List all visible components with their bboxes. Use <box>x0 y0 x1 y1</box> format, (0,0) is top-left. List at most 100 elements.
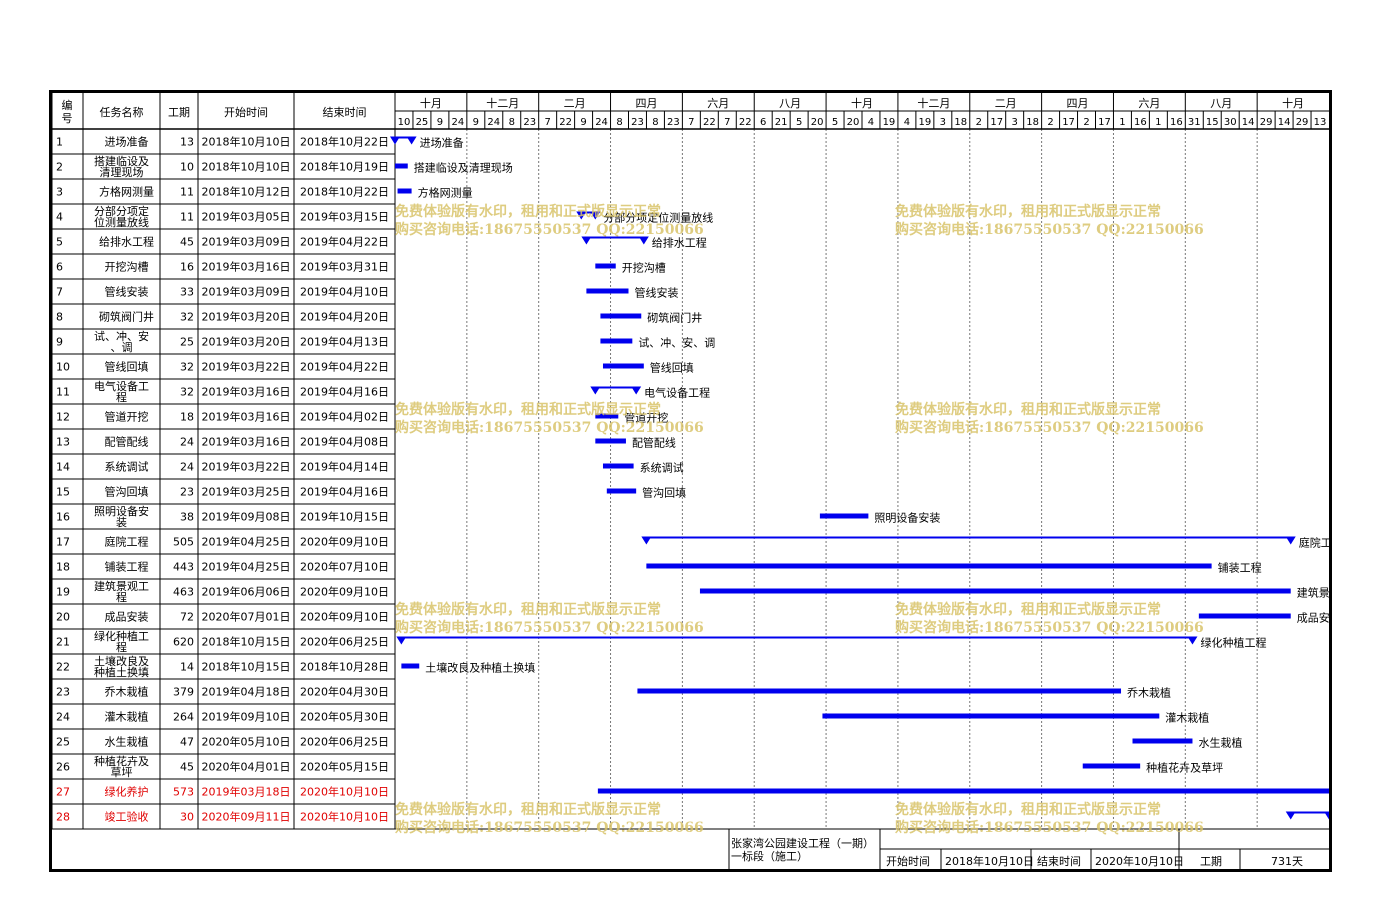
gantt-summary-end-marker <box>406 136 417 145</box>
row-start-cell: 2019年04月18日 <box>202 685 291 699</box>
gantt-task-bar <box>646 563 1212 569</box>
row-id-cell: 19 <box>56 586 70 599</box>
row-name-cell: 、调 <box>111 341 133 354</box>
row-duration-cell: 264 <box>173 711 194 724</box>
row-start-cell: 2018年10月10日 <box>202 160 291 174</box>
row-duration-cell: 379 <box>173 686 194 699</box>
row-start-cell: 2019年04月25日 <box>202 535 291 549</box>
gantt-summary-end-marker <box>1324 811 1329 820</box>
row-id-cell: 4 <box>56 211 63 224</box>
row-name-cell: 草坪 <box>111 766 133 779</box>
row-id-cell: 11 <box>56 386 70 399</box>
row-name-cell: 绿化养护 <box>105 785 149 799</box>
gantt-task-bar <box>595 263 616 269</box>
day-tick-label: 30 <box>1224 117 1237 128</box>
watermark: 免费体验版有水印，租用和正式版显示正常 购买咨询电话:18675550537 Q… <box>895 601 1204 637</box>
row-name-cell: 种植花卉及 <box>94 754 149 768</box>
gantt-summary-end-marker <box>638 236 649 245</box>
row-name-cell: 乔木栽植 <box>105 685 149 699</box>
gantt-bar-label: 系统调试 <box>640 462 684 475</box>
row-duration-cell: 45 <box>180 761 194 774</box>
day-tick-label: 2 <box>1083 117 1089 128</box>
month-tick-label: 十月 <box>1282 96 1304 110</box>
header-start-label: 开始时间 <box>224 105 268 119</box>
row-name-cell: 程 <box>116 391 127 404</box>
row-id-cell: 14 <box>56 461 70 474</box>
gantt-task-bar <box>586 288 629 294</box>
gantt-bar-label: 种植花卉及草坪 <box>1146 761 1223 775</box>
day-tick-label: 16 <box>1170 117 1183 128</box>
gantt-bar-label: 铺装工程 <box>1218 562 1262 575</box>
row-start-cell: 2018年10月10日 <box>202 135 291 149</box>
gantt-bar-label: 乔木栽植 <box>1127 686 1171 700</box>
row-id-cell: 26 <box>56 761 70 774</box>
month-tick-label: 四月 <box>635 97 657 110</box>
row-name-cell: 清理现场 <box>100 165 144 179</box>
row-start-cell: 2019年06月06日 <box>202 585 291 599</box>
day-tick-label: 23 <box>523 117 536 128</box>
gantt-task-bar <box>595 438 626 444</box>
row-start-cell: 2019年04月25日 <box>202 560 291 574</box>
row-end-cell: 2020年10月10日 <box>300 785 389 799</box>
row-start-cell: 2019年09月10日 <box>202 710 291 724</box>
row-name-cell: 试、冲、安 <box>94 329 149 343</box>
row-id-cell: 1 <box>56 136 63 149</box>
row-id-cell: 20 <box>56 611 70 624</box>
row-name-cell: 给排水工程 <box>99 235 154 249</box>
row-duration-cell: 47 <box>180 736 194 749</box>
row-end-cell: 2018年10月22日 <box>300 135 389 149</box>
gantt-task-bar <box>401 663 420 669</box>
row-end-cell: 2020年05月15日 <box>300 760 389 774</box>
row-id-cell: 13 <box>56 436 70 449</box>
watermark-line2: 购买咨询电话:18675550537 QQ:22150066 <box>895 620 1204 636</box>
day-tick-label: 2 <box>1047 117 1053 128</box>
row-end-cell: 2019年10月15日 <box>300 510 389 524</box>
row-end-cell: 2019年04月16日 <box>300 385 389 399</box>
row-duration-cell: 14 <box>180 661 194 674</box>
row-start-cell: 2019年03月18日 <box>202 785 291 799</box>
row-duration-cell: 32 <box>180 311 194 324</box>
row-end-cell: 2020年06月25日 <box>300 735 389 749</box>
row-end-cell: 2019年04月10日 <box>300 285 389 299</box>
gantt-chart-frame: 编号任务名称 工期 开始时间 结束时间 10 25 9 24 9 24 8 23 7 22 9 24 8 23 8 2… <box>49 90 1332 872</box>
day-tick-label: 24 <box>451 117 464 128</box>
gantt-summary-bar <box>646 536 1291 539</box>
gantt-bar-label: 土壤改良及种植土换填 <box>425 661 535 675</box>
day-tick-label: 24 <box>595 117 608 128</box>
row-end-cell: 2019年04月22日 <box>300 235 389 249</box>
row-duration-cell: 16 <box>180 261 194 274</box>
gantt-task-bar <box>819 513 869 519</box>
row-end-cell: 2019年04月14日 <box>300 460 389 474</box>
day-tick-label: 10 <box>398 117 411 128</box>
gantt-task-bar <box>397 188 412 194</box>
day-tick-label: 2 <box>976 117 982 128</box>
gantt-summary-start-marker <box>576 211 587 220</box>
gantt-bar-label: 水生栽植 <box>1198 736 1242 750</box>
row-id-cell: 15 <box>56 486 70 499</box>
row-end-cell: 2020年10月10日 <box>300 810 389 824</box>
day-tick-label: 22 <box>739 117 752 128</box>
row-start-cell: 2019年03月25日 <box>202 485 291 499</box>
row-id-cell: 10 <box>56 361 70 374</box>
day-tick-label: 29 <box>1260 117 1273 128</box>
gantt-bar-label: 配管配线 <box>632 436 676 450</box>
row-end-cell: 2020年06月25日 <box>300 635 389 649</box>
gantt-summary-bar <box>395 136 412 139</box>
day-tick-label: 8 <box>652 117 658 128</box>
row-duration-cell: 33 <box>180 286 194 299</box>
row-name-cell: 管线回填 <box>105 360 149 374</box>
gantt-task-bar <box>600 338 633 344</box>
start-time-label: 开始时间 <box>886 855 930 868</box>
header-end-label: 结束时间 <box>323 106 367 119</box>
row-name-cell: 庭院工程 <box>105 535 149 549</box>
duration-value: 731天 <box>1271 855 1303 868</box>
row-end-cell: 2020年09月10日 <box>300 535 389 549</box>
gantt-bar-label: 照明设备安装 <box>874 511 940 525</box>
day-tick-label: 29 <box>1296 117 1309 128</box>
watermark: 免费体验版有水印，租用和正式版显示正常 购买咨询电话:18675550537 Q… <box>395 203 704 239</box>
row-duration-cell: 443 <box>173 561 194 574</box>
day-tick-label: 7 <box>724 117 730 128</box>
row-name-cell: 方格网测量 <box>99 185 154 199</box>
gantt-bar-label: 分部分项定位测量放线 <box>603 211 713 225</box>
